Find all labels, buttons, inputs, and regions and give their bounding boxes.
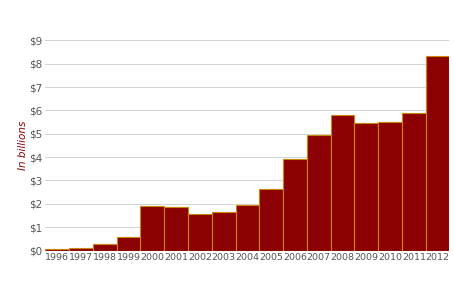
Bar	[69, 248, 93, 251]
Bar	[236, 205, 259, 251]
Bar	[164, 207, 188, 251]
Bar	[259, 189, 283, 251]
Bar	[140, 206, 164, 251]
Bar	[93, 244, 117, 251]
Bar	[45, 249, 69, 251]
Bar	[331, 115, 355, 251]
Bar	[426, 56, 449, 251]
Bar	[307, 135, 331, 251]
Bar	[283, 160, 307, 251]
Bar	[212, 213, 236, 251]
Text: First Quarter Revenue Growth Trends, In billions — 1996-2012: First Quarter Revenue Growth Trends, In …	[0, 12, 454, 25]
Bar	[355, 123, 378, 251]
Bar	[402, 113, 426, 251]
Bar	[117, 236, 140, 251]
Bar	[188, 214, 212, 251]
Y-axis label: In billions: In billions	[18, 121, 28, 170]
Bar	[378, 122, 402, 251]
